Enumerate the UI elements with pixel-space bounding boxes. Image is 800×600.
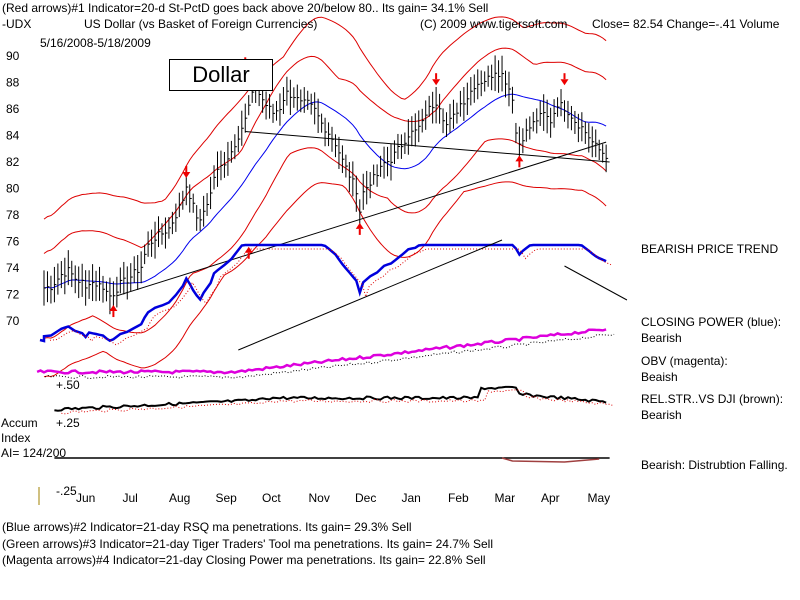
- bollinger-bands: [43, 16, 607, 378]
- footer-line2: (Green arrows)#3 Indicator=21-day Tiger …: [2, 537, 493, 551]
- rel-strength-line: [54, 385, 607, 412]
- x-tick-label: Oct: [262, 491, 281, 505]
- closing-power-title: CLOSING POWER (blue):: [641, 315, 782, 329]
- down-arrow: [560, 79, 569, 86]
- y-tick-label: 86: [6, 102, 20, 116]
- acc-tick-label: +.25: [56, 416, 80, 430]
- obv-value: Beaish: [641, 370, 678, 384]
- inner-lower-band: [43, 138, 607, 339]
- x-tick-label: Sep: [216, 491, 238, 505]
- acc-tick-label: -.25: [56, 484, 77, 498]
- up-arrow: [355, 222, 364, 229]
- x-tick-label: Jan: [402, 491, 421, 505]
- signal-arrows: [109, 57, 569, 318]
- chart-title: US Dollar (vs Basket of Foreign Currenci…: [84, 17, 318, 31]
- y-tick-label: 76: [6, 235, 20, 249]
- symbol-label: -UDX: [2, 17, 32, 31]
- ai-value: AI= 124/200: [1, 446, 67, 460]
- rel-str-value: Bearish: [641, 408, 682, 422]
- up-arrow: [515, 155, 524, 162]
- cp-trendline: [238, 239, 503, 351]
- x-tick-label: Apr: [541, 491, 560, 505]
- y-tick-label: 88: [6, 76, 20, 90]
- y-tick-label: 90: [6, 49, 20, 63]
- y-tick-label: 72: [6, 288, 20, 302]
- down-arrow: [432, 79, 441, 86]
- x-axis-ticks: Jun Jul Aug Sep Oct Nov Dec Jan Feb Mar Apr May: [76, 491, 610, 505]
- x-tick-label: Dec: [355, 491, 376, 505]
- x-tick-label: Feb: [448, 491, 469, 505]
- cp-down-trendline: [564, 265, 628, 301]
- closing-power-ma: [49, 248, 613, 346]
- rel-strength-ma: [61, 389, 614, 415]
- trend-lines: [116, 131, 610, 297]
- y-tick-label: 82: [6, 155, 20, 169]
- down-arrow: [182, 171, 191, 178]
- distribution-note: Bearish: Distrubtion Falling.: [641, 458, 788, 472]
- y-axis-ticks: 90 88 86 84 82 80 78 76 74 72 70 +.50 +.25 -.25: [6, 49, 80, 505]
- header-line1: (Red arrows)#1 Indicator=20-d St-PctD go…: [2, 1, 489, 15]
- y-tick-label: 78: [6, 208, 20, 222]
- price-bars: [43, 55, 609, 315]
- footer-line1: (Blue arrows)#2 Indicator=21-day RSQ ma …: [2, 520, 412, 534]
- x-tick-label: Nov: [309, 491, 330, 505]
- inner-upper-band: [43, 47, 607, 254]
- trend-note: BEARISH PRICE TREND: [641, 242, 779, 256]
- x-tick-label: Mar: [495, 491, 516, 505]
- outer-lower-band: [43, 181, 607, 378]
- y-tick-label: 70: [6, 314, 20, 328]
- closing-power-line: [39, 243, 607, 343]
- accum-label: Accum: [1, 416, 38, 430]
- index-label: Index: [1, 431, 31, 445]
- y-tick-label: 80: [6, 182, 20, 196]
- date-range: 5/16/2008-5/18/2009: [40, 36, 151, 50]
- outer-upper-band: [43, 16, 607, 220]
- footer-line3: (Magenta arrows)#4 Indicator=21-day Clos…: [2, 553, 486, 567]
- close-change: Close= 82.54 Change=-.41 Volume: [592, 17, 780, 31]
- closing-power-value: Bearish: [641, 331, 682, 345]
- dollar-label-box: Dollar: [169, 59, 273, 91]
- copyright: (C) 2009 www.tigersoft.com: [420, 17, 568, 31]
- resistance-trendline: [245, 131, 610, 163]
- obv-title: OBV (magenta):: [641, 354, 728, 368]
- support-trendline: [116, 141, 607, 297]
- indicator-subplots: [36, 239, 628, 463]
- obv-line: [36, 328, 607, 375]
- up-arrow: [109, 305, 118, 312]
- x-tick-label: Aug: [169, 491, 190, 505]
- x-tick-label: May: [588, 491, 611, 505]
- x-tick-label: Jun: [76, 491, 95, 505]
- rel-str-title: REL.STR..VS DJI (brown):: [641, 392, 784, 406]
- accum-distribution: [501, 457, 600, 463]
- acc-tick-label: +.50: [56, 378, 80, 392]
- x-tick-label: Jul: [123, 491, 138, 505]
- y-tick-label: 84: [6, 129, 20, 143]
- y-tick-label: 74: [6, 261, 20, 275]
